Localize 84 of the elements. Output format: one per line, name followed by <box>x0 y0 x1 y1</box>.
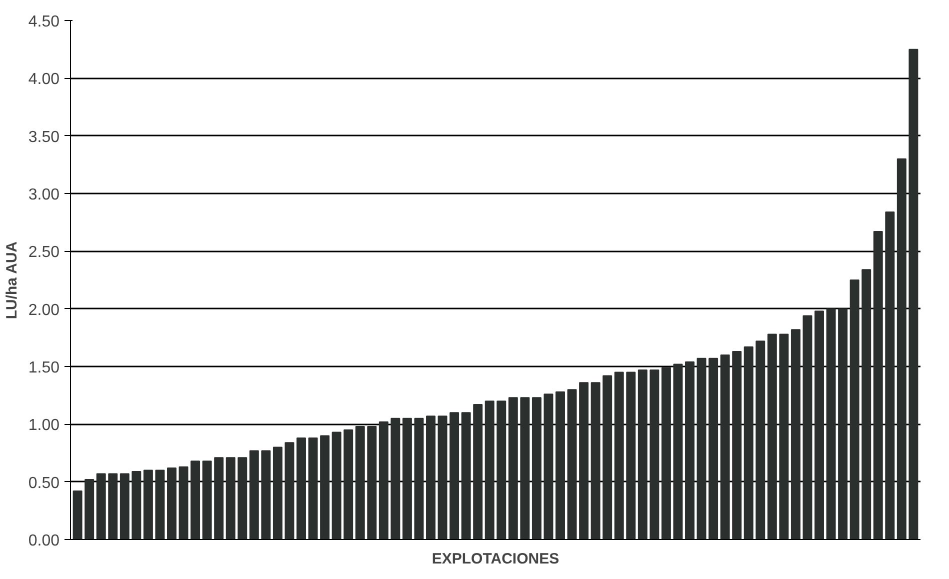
y-tick-label: 4.50 <box>28 14 60 30</box>
bar <box>390 418 400 540</box>
bar <box>696 358 706 540</box>
bar <box>544 394 554 540</box>
y-tick-label: 2.50 <box>28 244 60 262</box>
y-tick-label: 2.00 <box>28 302 60 319</box>
bar <box>272 446 282 540</box>
bar <box>873 231 883 540</box>
bar <box>532 397 542 540</box>
y-tick-label: 4.00 <box>28 71 60 88</box>
bar <box>708 358 718 540</box>
bar <box>626 372 636 540</box>
bar <box>450 412 460 540</box>
bar <box>579 382 589 540</box>
bar <box>202 460 212 540</box>
bar <box>308 438 318 540</box>
bar <box>367 426 377 540</box>
bar <box>249 450 259 540</box>
bar <box>214 457 224 540</box>
bar <box>332 432 342 540</box>
bar <box>720 354 730 540</box>
y-tick-label: 3.50 <box>28 128 60 146</box>
bar <box>296 438 306 540</box>
bar <box>84 479 94 540</box>
bar <box>284 442 294 540</box>
bar <box>167 467 176 540</box>
bar <box>226 457 236 540</box>
bar <box>178 466 188 540</box>
bar <box>402 418 412 540</box>
bar <box>143 470 153 540</box>
bar <box>556 391 565 540</box>
bar <box>72 490 82 540</box>
bar <box>155 470 165 540</box>
y-tick-label: 1.00 <box>28 417 60 434</box>
bar <box>108 473 118 540</box>
y-tick-label: 0.00 <box>28 532 60 550</box>
bar <box>790 329 800 540</box>
bar <box>862 269 872 540</box>
y-axis-title: LU/ha AUA <box>3 241 20 320</box>
y-tick-label: 1.50 <box>28 360 60 376</box>
bar <box>838 308 848 540</box>
bar <box>850 280 860 540</box>
bar <box>414 418 424 540</box>
bar <box>496 400 506 540</box>
bar <box>767 334 777 540</box>
bar <box>567 389 577 540</box>
bar <box>261 450 271 540</box>
bar <box>779 334 789 540</box>
bar <box>661 367 671 540</box>
bar <box>132 470 142 540</box>
bar <box>896 158 906 540</box>
bar <box>732 351 742 540</box>
bar <box>473 404 483 540</box>
bar <box>744 346 754 540</box>
bar <box>685 361 694 540</box>
y-tick-label: 0.50 <box>28 474 60 492</box>
bar <box>814 310 824 540</box>
bar <box>673 364 683 540</box>
bar <box>426 416 436 540</box>
bar <box>756 340 766 540</box>
x-axis-title: EXPLOTACIONES <box>432 550 560 568</box>
bar <box>344 429 354 540</box>
bar <box>120 473 130 540</box>
bar <box>885 211 895 540</box>
y-tick-label: 3.00 <box>28 186 60 204</box>
bar <box>908 48 918 540</box>
bar <box>826 308 836 540</box>
bar <box>484 400 494 540</box>
bar <box>96 473 106 540</box>
bar <box>590 382 600 540</box>
bar <box>378 421 388 540</box>
bar <box>438 416 448 540</box>
bar <box>614 372 624 540</box>
bar <box>320 435 330 540</box>
bar <box>520 397 530 540</box>
bar <box>650 369 660 540</box>
bar <box>508 397 518 540</box>
bar <box>602 375 612 540</box>
bar <box>802 315 812 540</box>
bar <box>638 369 648 540</box>
bar <box>461 412 471 540</box>
bar <box>238 457 248 540</box>
bar <box>355 426 365 540</box>
bar <box>190 460 200 540</box>
